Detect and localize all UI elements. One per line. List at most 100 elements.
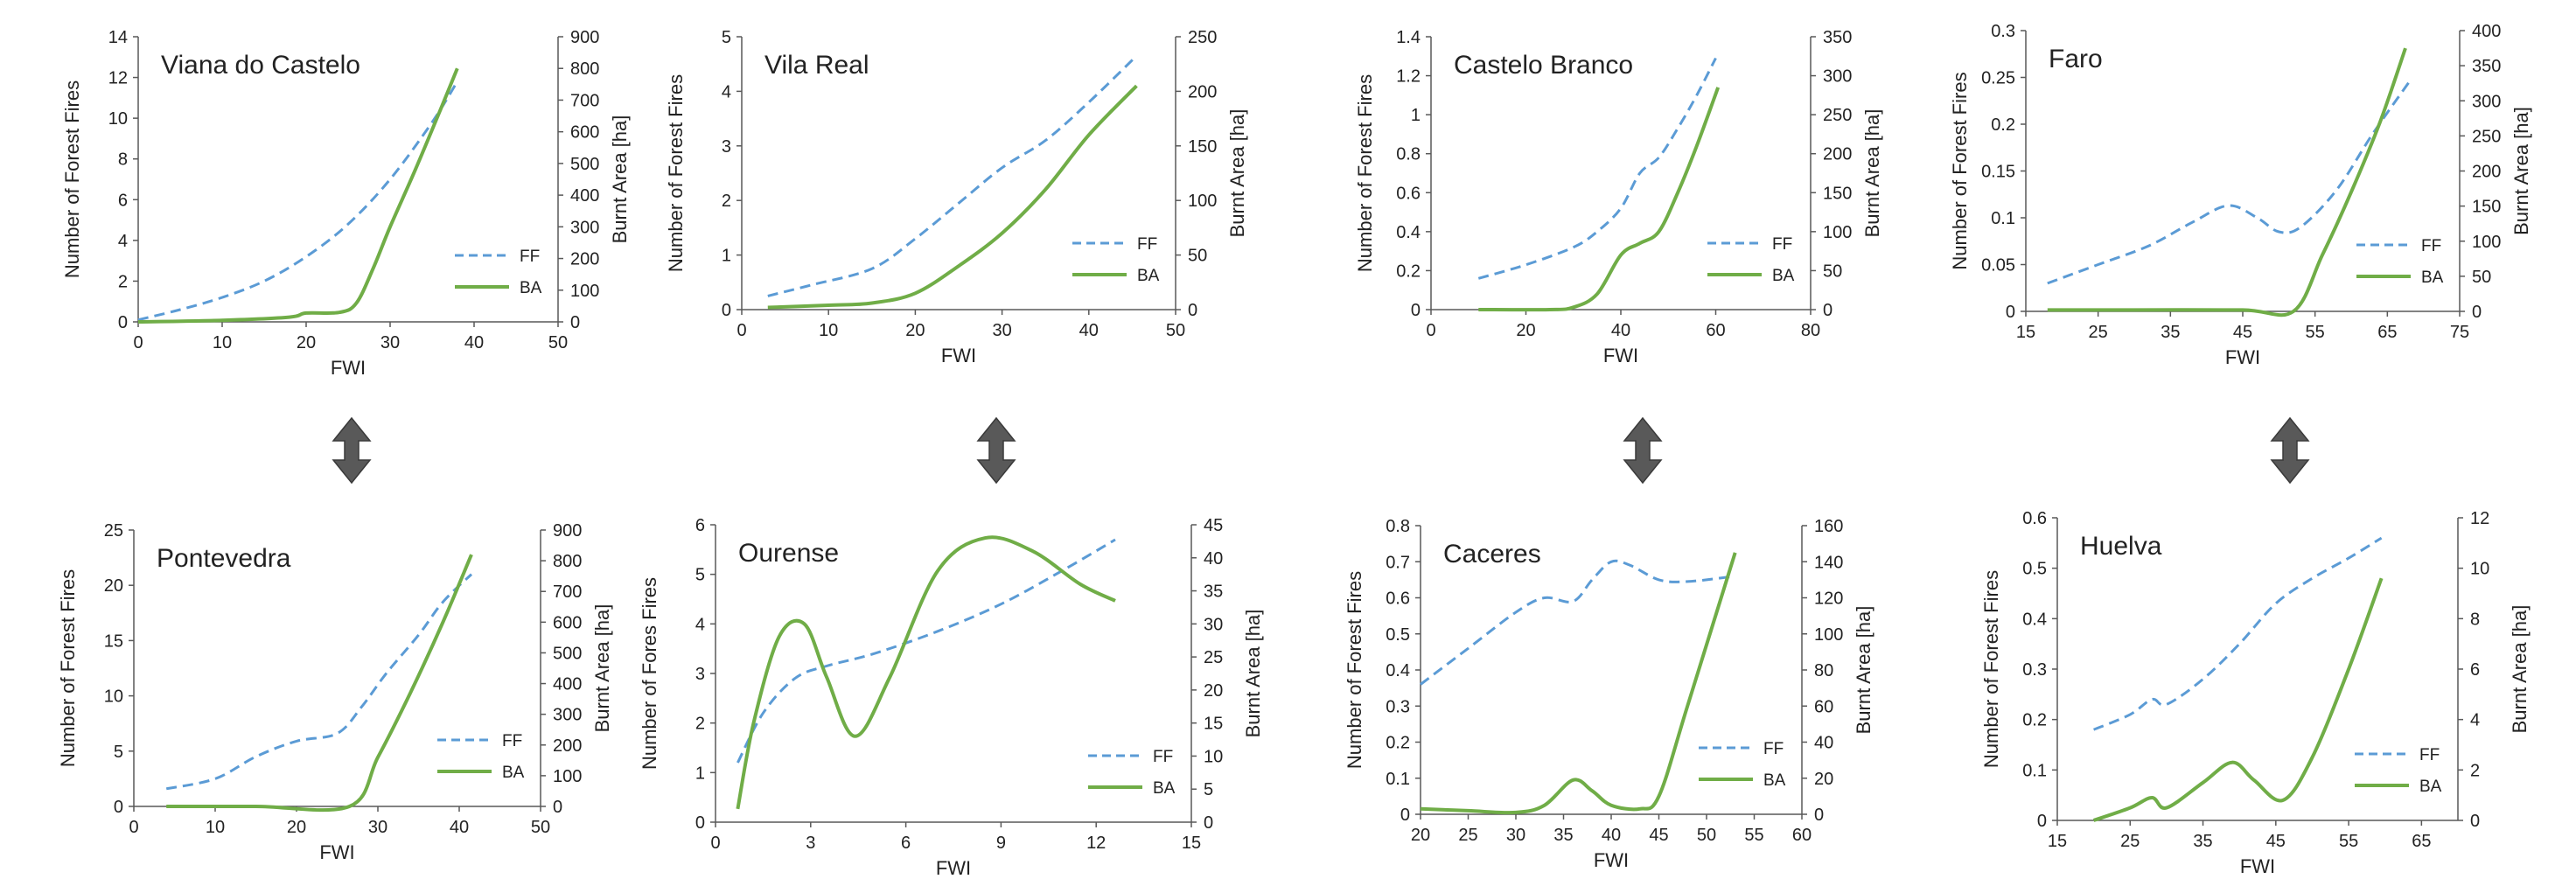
y-tick-label: 25 xyxy=(104,521,123,541)
x-tick-label: 25 xyxy=(2120,832,2140,851)
y2-tick-label: 4 xyxy=(2470,711,2480,730)
y2-tick-label: 500 xyxy=(570,155,599,174)
y-tick-label: 0 xyxy=(722,301,731,320)
y-tick-label: 8 xyxy=(118,150,128,170)
legend-label-ff: FF xyxy=(520,248,540,266)
x-axis-label: FWI xyxy=(331,357,366,379)
y-tick-label: 0.1 xyxy=(2022,761,2047,780)
legend-label-ff: FF xyxy=(2419,746,2440,764)
y-tick-label: 6 xyxy=(118,191,128,210)
double-headed-vertical-arrow-icon xyxy=(2270,416,2310,485)
y-tick-label: 0 xyxy=(1400,806,1410,825)
x-axis-label: FWI xyxy=(1594,849,1629,871)
legend-label-ba: BA xyxy=(1772,267,1795,285)
x-tick-label: 50 xyxy=(1166,321,1185,340)
legend-label-ba: BA xyxy=(2419,778,2442,796)
y2-tick-label: 50 xyxy=(1823,262,1842,281)
y-tick-label: 4 xyxy=(118,232,128,251)
y-tick-label: 0.4 xyxy=(1386,661,1410,680)
y2-axis-label: Burnt Area [ha] xyxy=(1853,606,1874,735)
y2-tick-label: 0 xyxy=(570,313,580,332)
y-tick-label: 10 xyxy=(108,109,128,129)
y-tick-label: 0.2 xyxy=(1396,262,1421,281)
series-line-ba xyxy=(1478,87,1721,312)
y-tick-label: 0 xyxy=(1411,301,1421,320)
y-tick-label: 0.7 xyxy=(1386,553,1410,572)
y2-tick-label: 100 xyxy=(570,282,599,301)
y2-tick-label: 40 xyxy=(1204,549,1223,569)
x-tick-label: 12 xyxy=(1086,834,1106,853)
x-tick-label: 35 xyxy=(2193,832,2212,851)
legend-label-ba: BA xyxy=(1763,771,1786,790)
y-tick-label: 5 xyxy=(695,566,705,585)
series-line-ff xyxy=(1420,559,1735,686)
y2-tick-label: 200 xyxy=(2472,163,2501,182)
legend-label-ff: FF xyxy=(502,732,522,750)
y-tick-label: 1 xyxy=(695,764,705,783)
y2-tick-label: 100 xyxy=(1823,223,1852,242)
y2-tick-label: 350 xyxy=(1823,28,1852,47)
chart-title: Viana do Castelo xyxy=(161,51,360,80)
y-axis-label: Number of Forest Fires xyxy=(61,80,83,278)
y2-tick-label: 0 xyxy=(1204,813,1213,833)
y-tick-label: 5 xyxy=(114,743,123,762)
y-tick-label: 0.3 xyxy=(1386,697,1410,716)
chart-title: Caceres xyxy=(1443,540,1541,569)
y2-tick-label: 50 xyxy=(2472,268,2491,287)
x-tick-label: 40 xyxy=(1079,321,1099,340)
chart-title: Castelo Branco xyxy=(1454,51,1633,80)
y2-tick-label: 600 xyxy=(570,123,599,143)
x-tick-label: 75 xyxy=(2450,323,2469,342)
series-line-ba xyxy=(1420,552,1737,815)
y2-tick-label: 900 xyxy=(553,521,582,541)
y2-tick-label: 250 xyxy=(1823,106,1852,125)
x-axis-label: FWI xyxy=(319,841,354,863)
chart-title: Pontevedra xyxy=(157,544,291,573)
legend-label-ff: FF xyxy=(1137,235,1157,254)
chart-title: Ourense xyxy=(738,539,839,568)
series-line-ff xyxy=(1477,57,1717,280)
y-tick-label: 0 xyxy=(2037,812,2047,831)
y-tick-label: 1.4 xyxy=(1396,28,1421,47)
chart-ourense: 0 3 6 9 12 150123456051015202530354045FWINumb… xyxy=(639,516,1264,879)
series-line-ba xyxy=(166,554,473,813)
x-tick-label: 40 xyxy=(1611,321,1630,340)
y2-tick-label: 800 xyxy=(553,552,582,571)
y-tick-label: 2 xyxy=(695,715,705,734)
x-tick-label: 30 xyxy=(1506,826,1525,845)
y-tick-label: 0.5 xyxy=(1386,625,1410,645)
y2-axis-label: Burnt Area [ha] xyxy=(2509,605,2531,734)
y2-tick-label: 0 xyxy=(1188,301,1197,320)
legend-label-ff: FF xyxy=(2421,237,2441,255)
x-tick-label: 55 xyxy=(1744,826,1763,845)
y-tick-label: 4 xyxy=(722,82,731,101)
x-tick-label: 40 xyxy=(450,818,469,837)
y2-tick-label: 0 xyxy=(1823,301,1833,320)
chart-title: Vila Real xyxy=(764,51,869,80)
y-tick-label: 1.2 xyxy=(1396,67,1421,87)
series-line-ff xyxy=(2047,81,2411,285)
y-axis-label: Number of Fores Fires xyxy=(639,577,660,770)
y2-tick-label: 5 xyxy=(1204,780,1213,799)
y2-axis-label: Burnt Area [ha] xyxy=(2510,107,2532,235)
chart-pontevedra: 0 10 20 30 40 5005101520250100200300400500600… xyxy=(57,521,613,863)
y2-tick-label: 300 xyxy=(553,706,582,725)
y-axis-label: Number of Forest Fires xyxy=(1354,74,1376,272)
x-tick-label: 0 xyxy=(129,818,138,837)
legend-label-ba: BA xyxy=(502,764,525,782)
x-tick-label: 3 xyxy=(806,834,815,853)
x-tick-label: 15 xyxy=(2016,323,2035,342)
x-tick-label: 0 xyxy=(1426,321,1435,340)
chart-castelobranco: 0 20 40 60 8000.20.40.60.811.21.405010015020… xyxy=(1354,28,1883,366)
y2-tick-label: 160 xyxy=(1814,517,1843,536)
y2-tick-label: 50 xyxy=(1188,247,1207,266)
y2-tick-label: 12 xyxy=(2470,509,2489,528)
y2-tick-label: 0 xyxy=(2470,812,2480,831)
x-tick-label: 60 xyxy=(1706,321,1725,340)
series-line-ff xyxy=(2093,536,2383,731)
y2-tick-label: 15 xyxy=(1204,715,1223,734)
x-tick-label: 25 xyxy=(2089,323,2108,342)
y-tick-label: 0 xyxy=(695,813,705,833)
x-tick-label: 45 xyxy=(1649,826,1668,845)
